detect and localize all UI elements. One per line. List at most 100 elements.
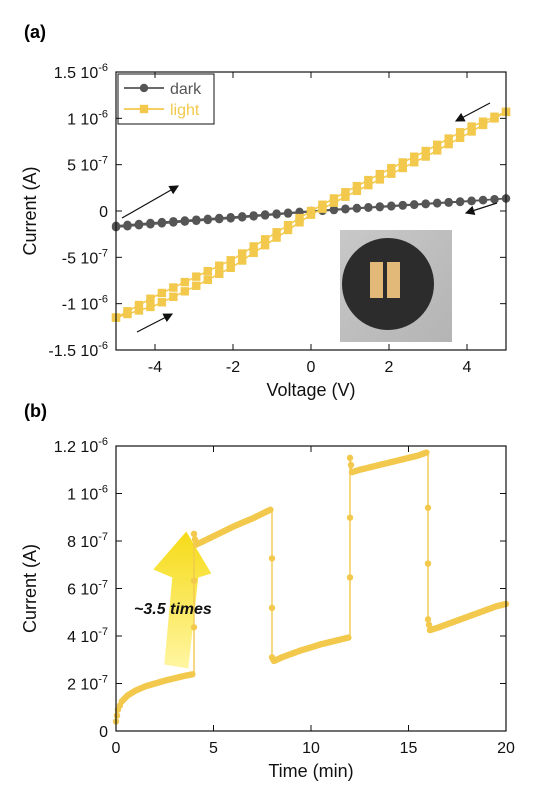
- series-light-point: [410, 152, 419, 161]
- series-dark-point: [387, 202, 396, 211]
- series-light-point: [444, 139, 453, 149]
- series-light-point: [318, 204, 327, 213]
- series-light-point: [329, 198, 339, 207]
- panel-a-label: (a): [24, 22, 46, 42]
- series-light-point: [352, 186, 362, 196]
- x-tick-label: 15: [400, 740, 418, 757]
- series-light-point: [410, 158, 419, 167]
- x-tick-label: 4: [463, 359, 472, 376]
- photo-electrode: [370, 262, 383, 298]
- series-dark-point: [410, 200, 419, 210]
- series-dark-point: [444, 198, 453, 207]
- ratio-arrow: [153, 531, 212, 669]
- series-dark-point: [237, 213, 247, 222]
- series-light-point: [134, 300, 144, 310]
- series-dark-point: [398, 201, 407, 210]
- y-tick-label: 1.5 10-6: [54, 62, 108, 82]
- series-light-point: [398, 158, 407, 167]
- series-light-point: [421, 152, 430, 161]
- series-light-point: [249, 242, 258, 251]
- series-dark-point: [260, 211, 270, 220]
- x-tick-label: 20: [497, 740, 515, 757]
- series-dark-point: [203, 215, 212, 225]
- series-dark-point: [364, 203, 373, 213]
- sweep-arrow: [136, 313, 174, 333]
- series-light-point: [169, 292, 178, 301]
- photocurrent-point: [189, 671, 196, 678]
- series-light-point: [467, 122, 476, 131]
- x-tick-label: 0: [307, 359, 316, 376]
- series-dark-point: [283, 209, 293, 218]
- photocurrent-point: [425, 621, 433, 628]
- photocurrent-point: [346, 514, 354, 521]
- legend-marker: [139, 83, 149, 93]
- series-dark-point: [146, 220, 155, 229]
- series-light-point: [455, 133, 465, 143]
- y-tick-label: 0: [99, 204, 108, 221]
- series-light-point: [146, 302, 155, 312]
- series-light-point: [215, 261, 224, 270]
- series-light-point: [444, 134, 453, 143]
- series-light-point: [387, 169, 396, 178]
- series-light-point: [123, 309, 132, 319]
- sweep-arrow: [454, 102, 491, 122]
- series-light-point: [237, 256, 247, 265]
- panel-a: dark light -4 -2 0 2 4 -1.5 10-6 -1 10-6 -5 10-7 0…: [20, 62, 511, 400]
- y-tick-label: 4 10-7: [67, 626, 108, 646]
- y-tick-label: 1 10-6: [67, 484, 108, 504]
- series-dark-point: [352, 204, 362, 213]
- series-light-point: [375, 169, 385, 179]
- x-tick-label: -2: [226, 359, 240, 376]
- y-tick-label: 8 10-7: [67, 531, 108, 551]
- sweep-arrow: [121, 185, 180, 219]
- series-light-point: [260, 241, 270, 250]
- series-light-point: [192, 281, 201, 290]
- y-tick-label: -1.5 10-6: [48, 340, 108, 360]
- y-tick-label: 5 10-7: [67, 155, 108, 175]
- series-light-point: [375, 175, 385, 184]
- series-dark-point: [123, 222, 132, 231]
- series-dark-point: [157, 219, 167, 228]
- sweep-arrow: [464, 202, 498, 215]
- series-light-point: [455, 128, 465, 137]
- x-tick-label: 5: [209, 740, 218, 757]
- photocurrent-point: [190, 530, 198, 538]
- series-dark-point: [215, 215, 224, 224]
- series-dark-point: [432, 199, 442, 208]
- series-light-point: [490, 114, 499, 123]
- x-axis-title: Voltage (V): [266, 380, 355, 400]
- series-dark-point: [169, 218, 178, 227]
- series-light-point: [260, 235, 270, 244]
- series-light-point: [203, 275, 212, 284]
- series-light-point: [341, 192, 350, 201]
- series-light-point: [421, 146, 430, 156]
- y-tick-label: -5 10-7: [62, 247, 108, 267]
- series-dark-point: [375, 202, 385, 212]
- series-light-point: [341, 187, 350, 197]
- ratio-annotation: ~3.5 times: [134, 601, 212, 618]
- photocurrent-point: [424, 560, 432, 567]
- y-tick-label: 1.2 10-6: [54, 436, 108, 456]
- photocurrent-point: [424, 504, 432, 511]
- series-light-point: [295, 218, 304, 227]
- series-dark-point: [490, 195, 499, 204]
- photocurrent-point: [347, 461, 355, 469]
- series-dark-point: [455, 197, 465, 207]
- series-light-point: [203, 266, 212, 276]
- series-light-point: [180, 287, 190, 296]
- series-light-point: [226, 263, 235, 272]
- series-dark-point: [180, 217, 190, 226]
- series-light-point: [146, 294, 155, 303]
- series-light-point: [432, 146, 442, 155]
- legend-box: [117, 73, 215, 125]
- series-dark-point: [421, 199, 430, 209]
- x-axis-title: Time (min): [268, 761, 353, 781]
- photocurrent-point: [346, 454, 354, 462]
- legend-marker: [139, 104, 149, 114]
- photocurrent-point: [113, 712, 121, 719]
- inset-photo: [340, 230, 452, 342]
- series-light-point: [226, 256, 235, 265]
- photocurrent-point: [267, 506, 274, 513]
- series-light-point: [180, 277, 190, 287]
